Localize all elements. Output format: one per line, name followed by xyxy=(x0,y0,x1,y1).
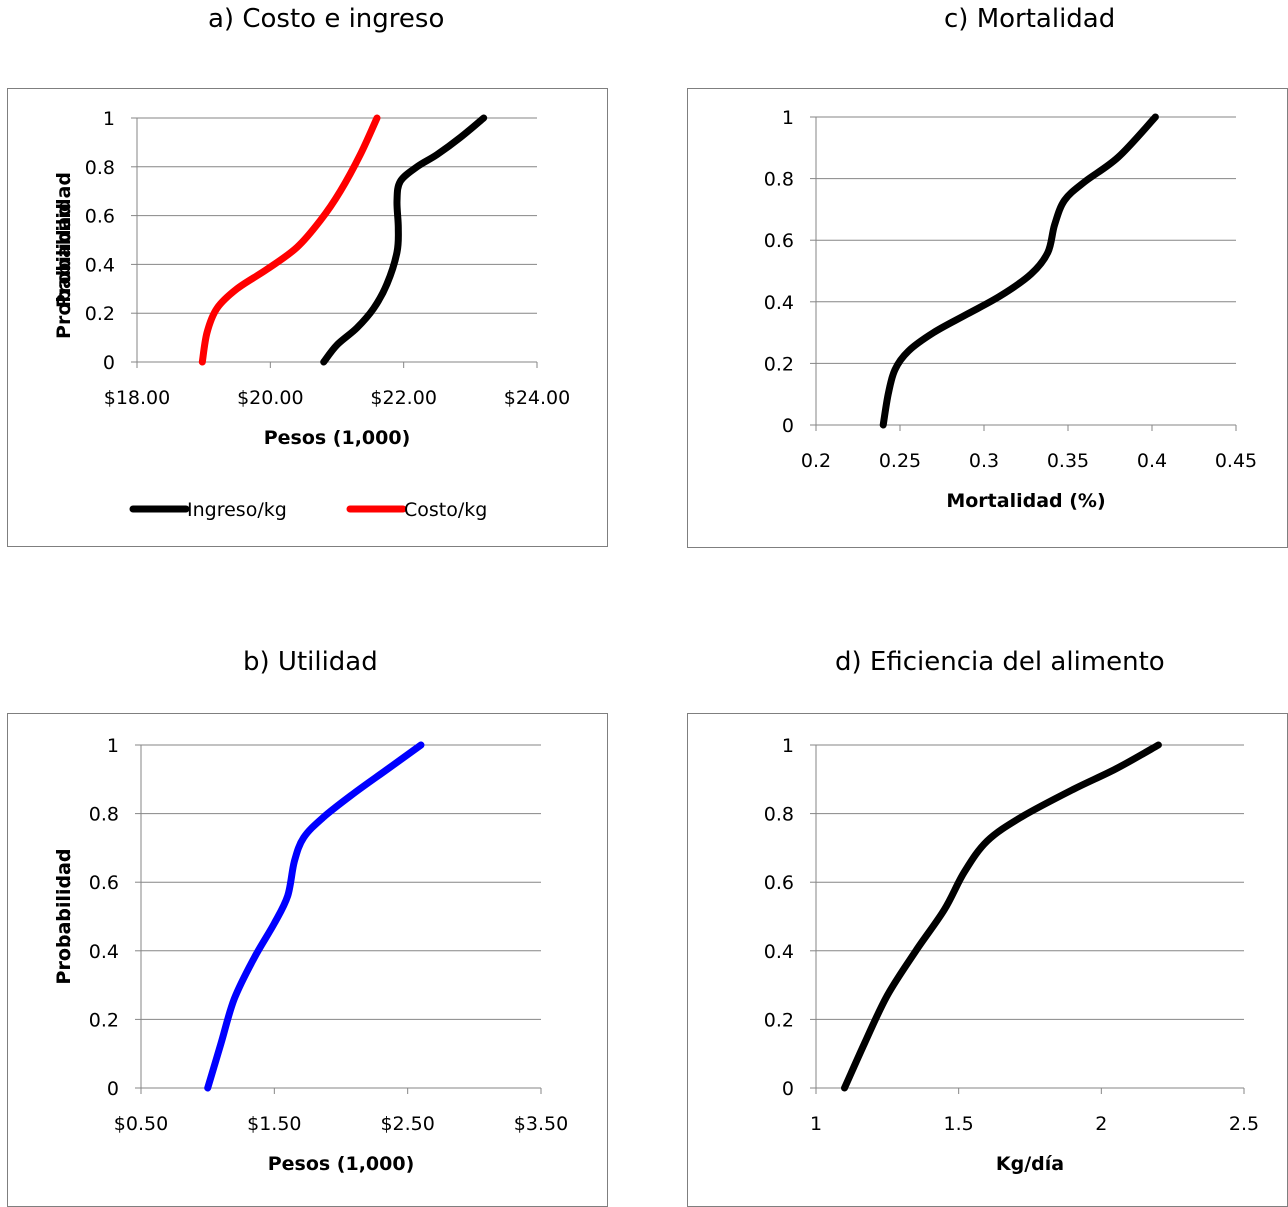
chart-a-y-tick-label: 0.8 xyxy=(85,157,115,179)
chart-c-x-tick-label: 0.4 xyxy=(1137,450,1167,472)
chart-b-y-tick-label: 0 xyxy=(107,1078,119,1100)
chart-a-y-tick-label: 1 xyxy=(103,108,115,130)
chart-a-y-tick-label: 0.4 xyxy=(85,254,115,276)
chart-d-title: d) Eficiencia del alimento xyxy=(835,647,1165,677)
chart-c-x-tick-label: 0.2 xyxy=(801,450,831,472)
chart-b-x-tick-label: $3.50 xyxy=(514,1113,568,1135)
chart-a-series-1-line xyxy=(320,114,488,366)
chart-c-y-tick-label: 0 xyxy=(782,415,794,437)
chart-d-x-tick-label: 1.5 xyxy=(944,1113,974,1135)
chart-b-frame xyxy=(7,713,608,1207)
chart-a-y-tick-label: 0.2 xyxy=(85,303,115,325)
chart-b-y-tick-label: 0.6 xyxy=(89,872,119,894)
chart-a-y-axis-label: Probabilidad xyxy=(53,172,75,308)
chart-b-x-tick-label: $1.50 xyxy=(247,1113,301,1135)
chart-b-y-tick-label: 1 xyxy=(107,735,119,757)
chart-d-y-tick-label: 1 xyxy=(782,735,794,757)
chart-d-x-tick-label: 1 xyxy=(810,1113,822,1135)
chart-b-x-tick-label: $0.50 xyxy=(114,1113,168,1135)
chart-c-x-tick-label: 0.45 xyxy=(1215,450,1257,472)
chart-c-x-axis-label: Mortalidad (%) xyxy=(946,490,1105,512)
chart-d-y-tick-label: 0.2 xyxy=(764,1009,794,1031)
chart-a-series-2-line xyxy=(198,114,381,366)
chart-b-title: b) Utilidad xyxy=(243,647,378,677)
chart-a-x-tick-label: $18.00 xyxy=(104,387,170,409)
chart-a-legend-label: Ingreso/kg xyxy=(187,499,287,521)
chart-d-x-tick-label: 2 xyxy=(1095,1113,1107,1135)
chart-a-title: a) Costo e ingreso xyxy=(208,4,445,34)
chart-a-y-tick-label: 0 xyxy=(103,352,115,374)
chart-c-y-tick-label: 1 xyxy=(782,107,794,129)
chart-c-x-tick-label: 0.3 xyxy=(969,450,999,472)
chart-b-y-tick-label: 0.4 xyxy=(89,941,119,963)
chart-d-y-tick-label: 0.8 xyxy=(764,804,794,826)
chart-d-y-tick-label: 0.6 xyxy=(764,872,794,894)
chart-a-frame xyxy=(7,88,608,547)
chart-d-y-tick-label: 0 xyxy=(782,1078,794,1100)
chart-a-legend-label: Costo/kg xyxy=(404,499,487,521)
chart-c-y-tick-label: 0.4 xyxy=(764,292,794,314)
chart-a-x-axis-label: Pesos (1,000) xyxy=(264,427,411,449)
chart-b-y-tick-label: 0.8 xyxy=(89,804,119,826)
chart-b-y-tick-label: 0.2 xyxy=(89,1009,119,1031)
chart-c-x-tick-label: 0.35 xyxy=(1047,450,1089,472)
chart-b-x-axis-label: Pesos (1,000) xyxy=(268,1153,415,1175)
chart-a-x-tick-label: $22.00 xyxy=(370,387,436,409)
chart-a-x-tick-label: $20.00 xyxy=(237,387,303,409)
chart-d-y-axis-label: Probabilidad xyxy=(53,849,75,985)
chart-d-series-1-line xyxy=(841,741,1162,1092)
chart-a-y-tick-label: 0.6 xyxy=(85,206,115,228)
chart-c-y-tick-label: 0.8 xyxy=(764,169,794,191)
chart-b-series-1-line xyxy=(204,741,425,1092)
chart-c-x-tick-label: 0.25 xyxy=(879,450,921,472)
chart-d-y-tick-label: 0.4 xyxy=(764,941,794,963)
chart-c-series-1-line xyxy=(879,113,1159,429)
chart-d-x-tick-label: 2.5 xyxy=(1229,1113,1259,1135)
chart-c-y-tick-label: 0.2 xyxy=(764,353,794,375)
chart-c-y-axis-label: Probabilidad xyxy=(53,203,75,339)
chart-c-title: c) Mortalidad xyxy=(944,4,1116,34)
chart-a-x-tick-label: $24.00 xyxy=(504,387,570,409)
chart-d-x-axis-label: Kg/día xyxy=(996,1153,1064,1175)
chart-d-frame xyxy=(687,713,1288,1207)
chart-b-x-tick-label: $2.50 xyxy=(380,1113,434,1135)
chart-c-frame xyxy=(687,88,1288,548)
chart-b-y-axis-label: Probabilidad xyxy=(53,849,75,985)
chart-c-y-tick-label: 0.6 xyxy=(764,230,794,252)
